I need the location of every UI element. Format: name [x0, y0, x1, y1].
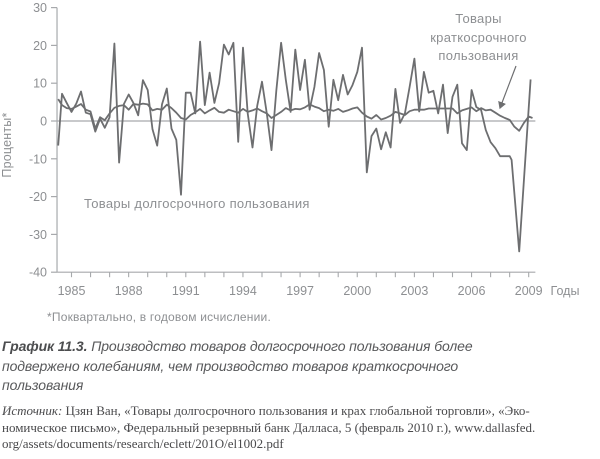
- y-axis-title: Проценты*: [0, 112, 14, 178]
- source-text-1: Цзян Ван, «Товары долгосрочного пользова…: [65, 403, 530, 418]
- durables-series-line: [57, 40, 532, 253]
- nondurables-label-line1: Товары: [455, 11, 502, 26]
- y-tick-label: 10: [33, 77, 47, 91]
- x-tick-label: 1988: [115, 284, 143, 298]
- x-tick-label: 1994: [229, 284, 257, 298]
- y-tick-label: 0: [40, 115, 47, 129]
- chart-footnote: *Поквартально, в годовом исчислении.: [47, 310, 271, 324]
- source-line3: org/assets/documents/research/eclett/201…: [2, 436, 284, 451]
- caption-line3: пользования: [2, 377, 84, 393]
- source-line2: номическое письмо», Федеральный резервны…: [2, 419, 536, 435]
- annotation-arrow: [498, 65, 517, 110]
- nondurables-label-line3: пользования: [438, 48, 519, 63]
- source-citation: Источник: Цзян Ван, «Товары долгосрочног…: [2, 403, 600, 453]
- y-tick-label: 20: [33, 39, 47, 53]
- x-tick-label: 1991: [172, 284, 200, 298]
- line-chart-canvas: 30 20 10 0 -10 -20 -30 -40 1985 1988 1991 1994 1997 2…: [29, 1, 580, 298]
- nondurables-series-line: [57, 98, 533, 132]
- y-tick-label: 30: [33, 1, 47, 15]
- figure-chart: 30 20 10 0 -10 -20 -30 -40 1985 1988 1991 1994 1997 2…: [0, 1, 580, 298]
- x-tick-label: 1997: [286, 284, 314, 298]
- nondurables-series-label: Товары краткосрочного пользования: [406, 10, 551, 66]
- figure-number: График 11.3.: [2, 338, 88, 354]
- x-tick-label: 1985: [58, 284, 86, 298]
- y-tick-label: -20: [29, 190, 47, 204]
- durables-series-label: Товары долгосрочного пользования: [84, 196, 310, 211]
- source-label: Источник:: [2, 403, 63, 418]
- x-tick-label: 2009: [515, 284, 543, 298]
- caption-line2: подвержено колебаниям, чем производство …: [2, 357, 459, 374]
- source-line1: Источник: Цзян Ван, «Товары долгосрочног…: [2, 403, 600, 420]
- y-tick-label: -40: [29, 266, 47, 280]
- nondurables-label-line2: краткосрочного: [430, 29, 527, 45]
- caption-text-1: Производство товаров долгосрочного польз…: [91, 338, 473, 354]
- x-tick-label: 2000: [343, 284, 371, 298]
- x-tick-label: 2006: [458, 284, 486, 298]
- figure-caption: График 11.3. Производство товаров долгос…: [2, 337, 547, 396]
- x-tick-label: 2003: [400, 284, 428, 298]
- y-tick-label: -10: [29, 152, 47, 166]
- caption-line1: График 11.3. Производство товаров долгос…: [2, 337, 547, 357]
- y-tick-label: -30: [29, 228, 47, 242]
- x-axis-title: Годы: [551, 284, 580, 298]
